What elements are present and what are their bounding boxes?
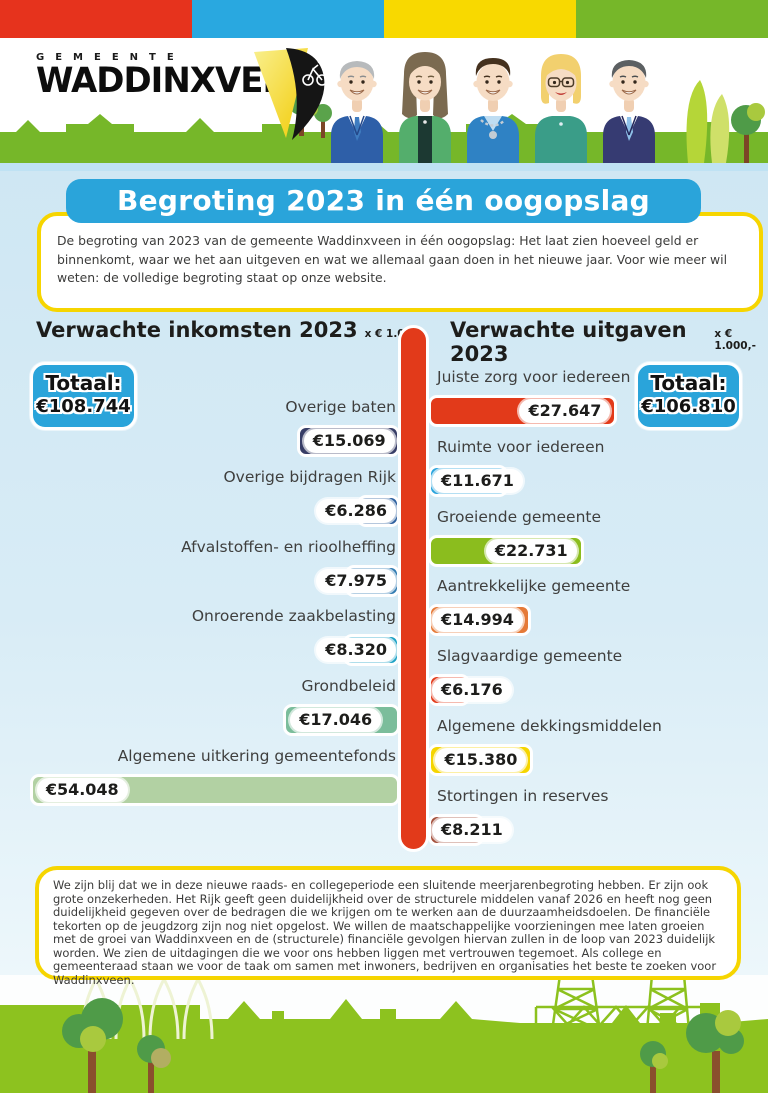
income-value-pill: €6.286 bbox=[316, 498, 396, 523]
income-total-label: Totaal: bbox=[45, 371, 122, 395]
expense-bar: €6.176 bbox=[428, 674, 512, 707]
page-title: Begroting 2023 in één oogopslag bbox=[66, 179, 701, 223]
expense-bar-label: Slagvaardige gemeente bbox=[437, 647, 623, 666]
header-divider-strip bbox=[0, 163, 768, 171]
expense-bar: €8.211 bbox=[428, 813, 512, 846]
income-value-pill: €7.975 bbox=[316, 568, 396, 593]
income-section-header: Verwachte inkomsten 2023 x € 1.000,- bbox=[36, 318, 428, 342]
expenses-unit-note: x € 1.000,- bbox=[714, 328, 756, 352]
income-bar: €15.069 bbox=[296, 425, 400, 457]
expense-bar-label: Aantrekkelijke gemeente bbox=[437, 577, 631, 596]
income-bar: €6.286 bbox=[316, 494, 400, 527]
tree-icon bbox=[640, 1041, 668, 1093]
expense-bar: €22.731 bbox=[428, 534, 584, 567]
footer-note-text: We zijn blij dat we in deze nieuwe raads… bbox=[53, 878, 717, 987]
expense-value-pill: €8.211 bbox=[432, 817, 512, 842]
expense-bar: €27.647 bbox=[428, 395, 618, 427]
leaf-shape bbox=[710, 94, 730, 163]
expenses-total-box: Totaal: €106.810 bbox=[635, 362, 742, 430]
tree-icon bbox=[62, 998, 123, 1093]
top-color-stripes bbox=[0, 0, 768, 38]
expense-bar-label: Groeiende gemeente bbox=[437, 507, 602, 526]
income-bar-label: Grondbeleid bbox=[301, 677, 396, 696]
avatar-woman-blonde-glasses bbox=[535, 54, 587, 163]
expense-value-pill: €15.380 bbox=[435, 748, 527, 772]
landscape-illustration bbox=[0, 974, 768, 1093]
expense-value-pill: €6.176 bbox=[432, 678, 512, 703]
income-total-value: €108.744 bbox=[36, 396, 131, 417]
expense-value-pill: €14.994 bbox=[432, 608, 523, 633]
expense-value-pill: €22.731 bbox=[485, 538, 577, 563]
cyclist-icon bbox=[302, 58, 328, 86]
income-bar: €8.320 bbox=[316, 634, 400, 667]
expenses-total-label: Totaal: bbox=[650, 371, 727, 395]
waddinxveen-logo-mark bbox=[254, 48, 328, 140]
income-value-pill: €54.048 bbox=[36, 778, 128, 802]
avatar-woman-brown-hair-green-jacket bbox=[399, 52, 451, 163]
stripe-green bbox=[576, 0, 768, 38]
tree-trunk bbox=[321, 120, 325, 138]
income-bar-label: Onroerende zaakbelasting bbox=[191, 607, 396, 626]
expense-bar: €14.994 bbox=[428, 604, 531, 637]
expense-bar-label: Ruimte voor iedereen bbox=[437, 437, 605, 456]
expenses-total-value: €106.810 bbox=[641, 396, 736, 417]
income-bar: €17.046 bbox=[283, 704, 400, 737]
leaf-shape bbox=[686, 80, 708, 163]
expense-bar-label: Juiste zorg voor iedereen bbox=[437, 368, 631, 386]
income-value-pill: €15.069 bbox=[303, 429, 395, 453]
income-bar-label: Overige bijdragen Rijk bbox=[223, 467, 396, 486]
income-value-pill: €17.046 bbox=[290, 708, 382, 733]
tree-trunk bbox=[744, 132, 749, 163]
income-bar: €54.048 bbox=[29, 774, 400, 806]
expense-value-pill: €27.647 bbox=[519, 399, 611, 423]
expenses-section-header: Verwachte uitgaven 2023 x € 1.000,- bbox=[450, 318, 768, 366]
tree-icon bbox=[137, 1035, 171, 1093]
expense-value-pill: €11.671 bbox=[432, 468, 523, 493]
avatar-man-dark-hair-navy-suit bbox=[603, 60, 655, 163]
tree-icon bbox=[314, 104, 332, 122]
expense-bar: €15.380 bbox=[428, 744, 534, 776]
field-skyline-silhouette bbox=[0, 999, 768, 1093]
council-members-illustration bbox=[331, 52, 655, 163]
expense-bar-label: Stortingen in reserves bbox=[437, 786, 609, 805]
income-total-box: Totaal: €108.744 bbox=[30, 362, 137, 430]
header: GEMEENTE WADDINXVEEN bbox=[0, 38, 768, 163]
expense-bar: €11.671 bbox=[428, 464, 523, 497]
avatar-mayor-with-chain bbox=[467, 58, 519, 163]
income-title: Verwachte inkomsten 2023 bbox=[36, 318, 358, 342]
income-bar-label: Overige baten bbox=[285, 398, 396, 416]
landscape-footer bbox=[0, 974, 768, 1093]
tree-icon bbox=[686, 1010, 744, 1093]
logo-word-gemeente: GEMEENTE bbox=[36, 52, 185, 63]
income-bar-label: Algemene uitkering gemeentefonds bbox=[117, 747, 396, 765]
intro-text: De begroting van 2023 van de gemeente Wa… bbox=[57, 233, 728, 286]
intro-box: De begroting van 2023 van de gemeente Wa… bbox=[37, 212, 763, 312]
income-bar: €7.975 bbox=[316, 564, 400, 597]
stripe-blue bbox=[192, 0, 384, 38]
avatar-man-grey-hair-blue-suit bbox=[331, 61, 383, 163]
center-axis-bar bbox=[398, 325, 429, 852]
income-bar-label: Afvalstoffen- en rioolheffing bbox=[181, 537, 396, 556]
expenses-title: Verwachte uitgaven 2023 bbox=[450, 318, 687, 366]
income-value-pill: €8.320 bbox=[316, 638, 396, 663]
stripe-red bbox=[0, 0, 192, 38]
footer-note-box: We zijn blij dat we in deze nieuwe raads… bbox=[35, 866, 741, 987]
stripe-yellow bbox=[384, 0, 576, 38]
tree-icon bbox=[747, 103, 765, 121]
expense-bar-label: Algemene dekkingsmiddelen bbox=[437, 717, 662, 735]
